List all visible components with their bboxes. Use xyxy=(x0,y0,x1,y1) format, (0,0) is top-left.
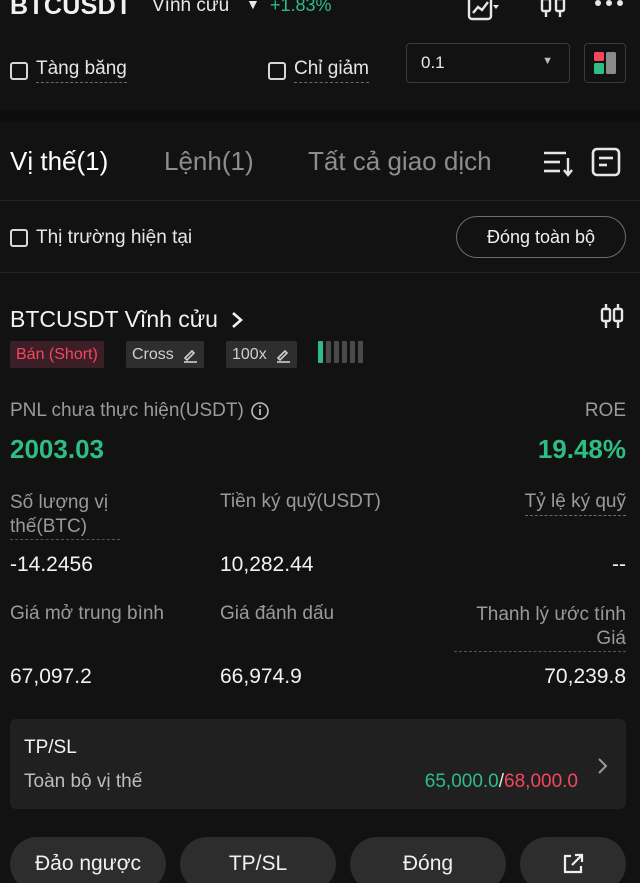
info-icon[interactable] xyxy=(250,401,270,421)
reduce-only-checkbox[interactable] xyxy=(268,61,286,80)
mark-price-label: Giá đánh dấu xyxy=(220,603,335,624)
tpsl-title: TP/SL xyxy=(24,737,77,758)
layout-icon xyxy=(594,52,616,74)
margin-mode-badge[interactable]: Cross xyxy=(126,341,204,368)
quantity-step-value: 0.1 xyxy=(421,53,445,72)
position-size-label-line2: thế(BTC) xyxy=(10,516,88,537)
hide-frozen-toggle[interactable]: Tàng băng xyxy=(10,58,127,83)
reverse-position-button[interactable]: Đảo ngược xyxy=(10,837,166,883)
margin-ratio-label[interactable]: Tỷ lệ ký quỹ xyxy=(524,491,626,516)
liquidation-price-value: 70,239.8 xyxy=(544,665,626,688)
sort-icon[interactable] xyxy=(542,148,574,183)
tab-orders[interactable]: Lệnh(1) xyxy=(164,146,254,176)
contract-type[interactable]: Vĩnh cửu xyxy=(152,0,230,16)
position-pair-link[interactable]: BTCUSDT Vĩnh cửu xyxy=(10,306,244,333)
symbol-dropdown-caret-icon[interactable]: ▼ xyxy=(246,0,260,12)
unrealized-pnl-label-text: PNL chưa thực hiện(USDT) xyxy=(10,400,244,421)
side-badge: Bán (Short) xyxy=(10,341,104,368)
chevron-right-icon xyxy=(598,758,608,774)
adl-indicator xyxy=(318,341,363,365)
chevron-right-icon xyxy=(232,311,243,328)
tpsl-values: 65,000.0/68,000.0 xyxy=(425,771,578,793)
current-market-checkbox[interactable] xyxy=(10,229,28,247)
more-icon[interactable] xyxy=(592,0,626,24)
share-button[interactable] xyxy=(520,837,626,883)
roe-label: ROE xyxy=(584,400,626,421)
current-market-label: Thị trường hiện tại xyxy=(36,227,193,248)
unrealized-pnl-label: PNL chưa thực hiện(USDT) xyxy=(10,400,270,422)
tab-positions[interactable]: Vị thế(1) xyxy=(10,146,109,176)
take-profit-value: 65,000.0 xyxy=(424,771,499,792)
margin-ratio-value: -- xyxy=(612,553,626,576)
tpsl-separator: / xyxy=(498,771,505,792)
leverage-badge[interactable]: 100x xyxy=(226,341,297,368)
reduce-only-label: Chỉ giảm xyxy=(294,58,369,83)
candlestick-icon[interactable] xyxy=(536,0,570,24)
position-size-label-line1: Số lượng vị xyxy=(10,492,109,513)
tpsl-card[interactable]: TP/SL Toàn bộ vị thế 65,000.0/68,000.0 xyxy=(10,719,626,809)
roe-value: 19.48% xyxy=(537,434,626,464)
price-change-percent: +1.83% xyxy=(270,0,332,15)
liquidation-price-label[interactable]: Thanh lý ước tính Giá xyxy=(454,603,626,652)
entry-price-label: Giá mở trung bình xyxy=(10,603,164,624)
close-position-button[interactable]: Đóng xyxy=(350,837,506,883)
symbol-title[interactable]: BTCUSDT xyxy=(10,0,132,20)
chart-icon[interactable] xyxy=(466,0,500,24)
position-candlestick-icon[interactable] xyxy=(598,304,626,335)
order-history-icon[interactable] xyxy=(590,146,622,183)
hide-frozen-label: Tàng băng xyxy=(36,58,127,83)
edit-icon xyxy=(183,349,197,363)
margin-label: Tiền ký quỹ(USDT) xyxy=(220,491,381,512)
adl-bar xyxy=(318,341,323,363)
toolbar-divider xyxy=(0,272,640,273)
tabs-divider xyxy=(0,200,640,201)
chevron-down-icon: ▼ xyxy=(542,55,553,67)
liquidation-price-label-line2: Giá xyxy=(596,628,626,649)
edit-icon xyxy=(276,349,290,363)
stop-loss-value: 68,000.0 xyxy=(504,771,578,792)
current-market-toggle[interactable]: Thị trường hiện tại xyxy=(10,227,192,249)
tpsl-scope-label: Toàn bộ vị thế xyxy=(24,771,143,792)
adl-bar xyxy=(334,341,339,363)
section-divider xyxy=(0,110,640,122)
liquidation-price-label-line1: Thanh lý ước tính xyxy=(476,604,626,625)
adl-bar xyxy=(342,341,347,363)
unrealized-pnl-value: 2003.03 xyxy=(10,434,104,464)
tpsl-button[interactable]: TP/SL xyxy=(180,837,336,883)
position-size-value: -14.2456 xyxy=(10,553,93,576)
close-all-button[interactable]: Đóng toàn bộ xyxy=(456,216,626,258)
adl-bar xyxy=(350,341,355,363)
position-pair-title: BTCUSDT Vĩnh cửu xyxy=(10,306,218,332)
margin-value: 10,282.44 xyxy=(220,553,314,576)
adl-bar xyxy=(358,341,363,363)
tab-all-trades[interactable]: Tất cả giao dịch xyxy=(308,146,492,176)
mark-price-value: 66,974.9 xyxy=(220,665,302,688)
layout-switch-button[interactable] xyxy=(584,43,626,83)
margin-mode-label: Cross xyxy=(132,345,174,363)
position-size-label: Số lượng vị thế(BTC) xyxy=(10,491,120,540)
entry-price-value: 67,097.2 xyxy=(10,665,92,688)
adl-bar xyxy=(326,341,331,363)
reduce-only-toggle[interactable]: Chỉ giảm xyxy=(268,58,369,83)
share-icon xyxy=(563,853,584,874)
leverage-label: 100x xyxy=(232,345,267,363)
hide-frozen-checkbox[interactable] xyxy=(10,61,28,80)
quantity-step-select[interactable]: 0.1 ▼ xyxy=(406,43,570,83)
